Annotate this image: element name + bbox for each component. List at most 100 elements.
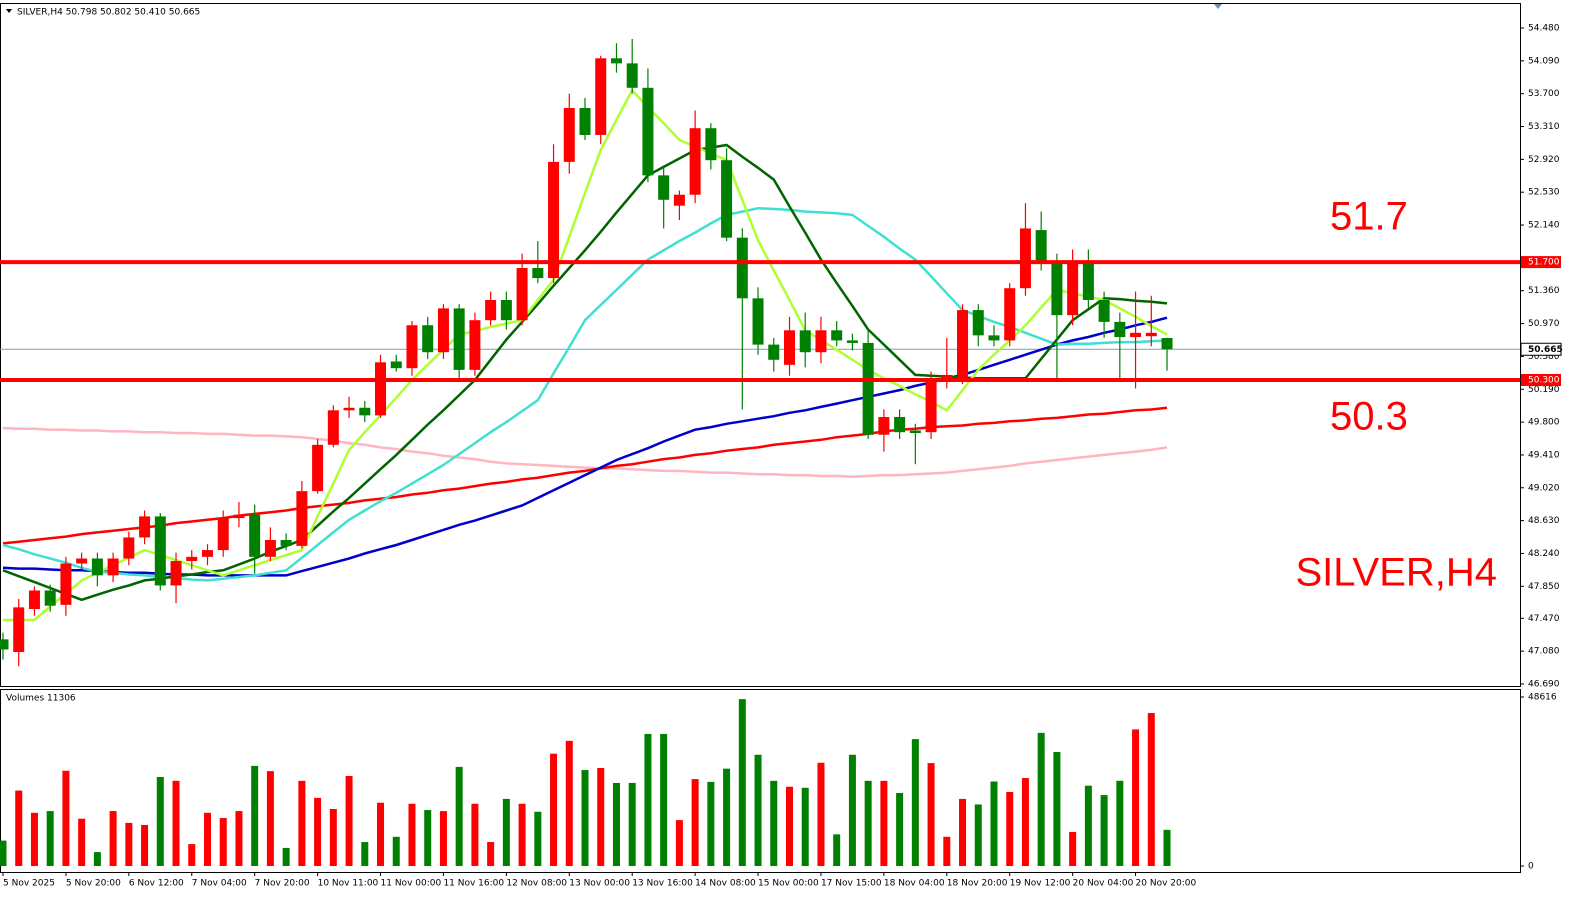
volume-bar (455, 766, 463, 866)
x-tick-label: 15 Nov 00:00 (758, 879, 819, 889)
level-text: 50.3 (1330, 395, 1408, 439)
candle-body (815, 330, 827, 353)
volume-bar (1163, 829, 1171, 866)
candle-body (988, 335, 1000, 341)
volume-bar (235, 811, 243, 866)
volume-bar (156, 777, 164, 866)
candle-body (44, 590, 56, 606)
volume-bar (314, 797, 322, 866)
volume-bar (0, 840, 7, 866)
y-tick-label: 52.920 (1528, 155, 1560, 165)
volume-bar (896, 792, 904, 866)
volume-bar (1132, 729, 1140, 866)
candle-body (107, 558, 119, 576)
volume-bar (282, 847, 290, 866)
y-tick-label: 46.690 (1528, 679, 1560, 689)
candle-body (831, 330, 843, 341)
volume-bar (125, 822, 133, 866)
price-pane-frame (0, 3, 1521, 687)
candle-body (359, 407, 371, 416)
x-tick-label: 13 Nov 00:00 (569, 879, 630, 889)
candle-body (91, 558, 103, 576)
volume-bar (943, 836, 951, 866)
volume-bar (738, 699, 746, 866)
volume-bar (581, 770, 589, 866)
level-tag (1521, 256, 1561, 269)
candle-body (595, 58, 607, 135)
candle-body (264, 539, 276, 557)
y-tick-label: 50.190 (1528, 385, 1560, 395)
volume-bar (1100, 795, 1108, 866)
candle-body (0, 639, 9, 650)
volume-bar (959, 798, 967, 866)
candle-body (673, 194, 685, 206)
candle-body (249, 514, 261, 557)
volume-bar (219, 818, 227, 866)
x-tick-label: 18 Nov 04:00 (884, 879, 945, 889)
candle-body (76, 558, 88, 564)
volume-bar (691, 779, 699, 866)
moving-average (3, 88, 1168, 622)
volume-bar (1084, 785, 1092, 866)
candle-body (327, 410, 339, 445)
volume-bar (911, 739, 919, 866)
volume-title: Volumes 11306 (6, 694, 76, 704)
candle-body (516, 267, 528, 321)
candle-body (343, 407, 355, 411)
candle-body (784, 330, 795, 365)
candle-body (406, 325, 418, 369)
x-tick-label: 5 Nov 2025 (3, 879, 55, 889)
candle-body (563, 107, 575, 162)
x-tick-label: 11 Nov 00:00 (381, 879, 442, 889)
candle-body (752, 298, 764, 345)
candle-body (972, 310, 984, 336)
level-tag-label: 51.700 (1528, 258, 1560, 268)
volume-bar (329, 808, 337, 866)
candle-body (280, 539, 292, 546)
candle-body (170, 561, 182, 586)
price-tag-label: 50.665 (1528, 345, 1563, 355)
x-tick-label: 14 Nov 08:00 (695, 879, 756, 889)
x-tick-label: 12 Nov 08:00 (506, 879, 567, 889)
candle-body (312, 444, 324, 492)
y-tick-label: 54.480 (1528, 23, 1560, 33)
x-tick-label: 5 Nov 20:00 (66, 879, 121, 889)
candle-body (1145, 332, 1157, 337)
candle-body (705, 128, 717, 161)
volume-bar (78, 818, 86, 866)
candle-body (579, 107, 591, 135)
y-tick-label: 51.360 (1528, 286, 1560, 296)
volume-bar (597, 767, 605, 866)
candle-body (485, 299, 497, 321)
volume-bar (1116, 780, 1124, 866)
volume-bar (518, 803, 526, 866)
volume-bar (141, 824, 149, 866)
volume-bar (612, 782, 620, 866)
candle-body (548, 161, 560, 279)
y-tick-label: 49.020 (1528, 483, 1560, 493)
y-tick-label: 53.700 (1528, 89, 1560, 99)
volume-bar (408, 803, 416, 866)
candle-body (1004, 288, 1016, 341)
volume-bar (848, 754, 856, 866)
volume-bar (817, 762, 825, 866)
volume-bar (188, 844, 196, 866)
x-tick-label: 19 Nov 12:00 (1010, 879, 1071, 889)
volume-bar (723, 768, 731, 866)
volume-bar (487, 842, 495, 866)
volume-bar (833, 834, 841, 866)
candle-body (799, 330, 811, 353)
candle-body (139, 516, 151, 538)
chart-title: SILVER,H4 50.798 50.802 50.410 50.665 (17, 8, 200, 18)
volume-bar (660, 733, 668, 866)
volume-bar (266, 771, 274, 866)
volume-bar (770, 780, 778, 866)
candle-body (13, 607, 25, 652)
volume-bar (439, 811, 447, 866)
y-tick-label: 47.470 (1528, 614, 1560, 624)
candle-body (610, 58, 622, 64)
candle-body (186, 556, 198, 562)
volume-bar (424, 810, 432, 866)
menu-arrow[interactable] (6, 9, 12, 13)
volume-bar (251, 765, 259, 866)
